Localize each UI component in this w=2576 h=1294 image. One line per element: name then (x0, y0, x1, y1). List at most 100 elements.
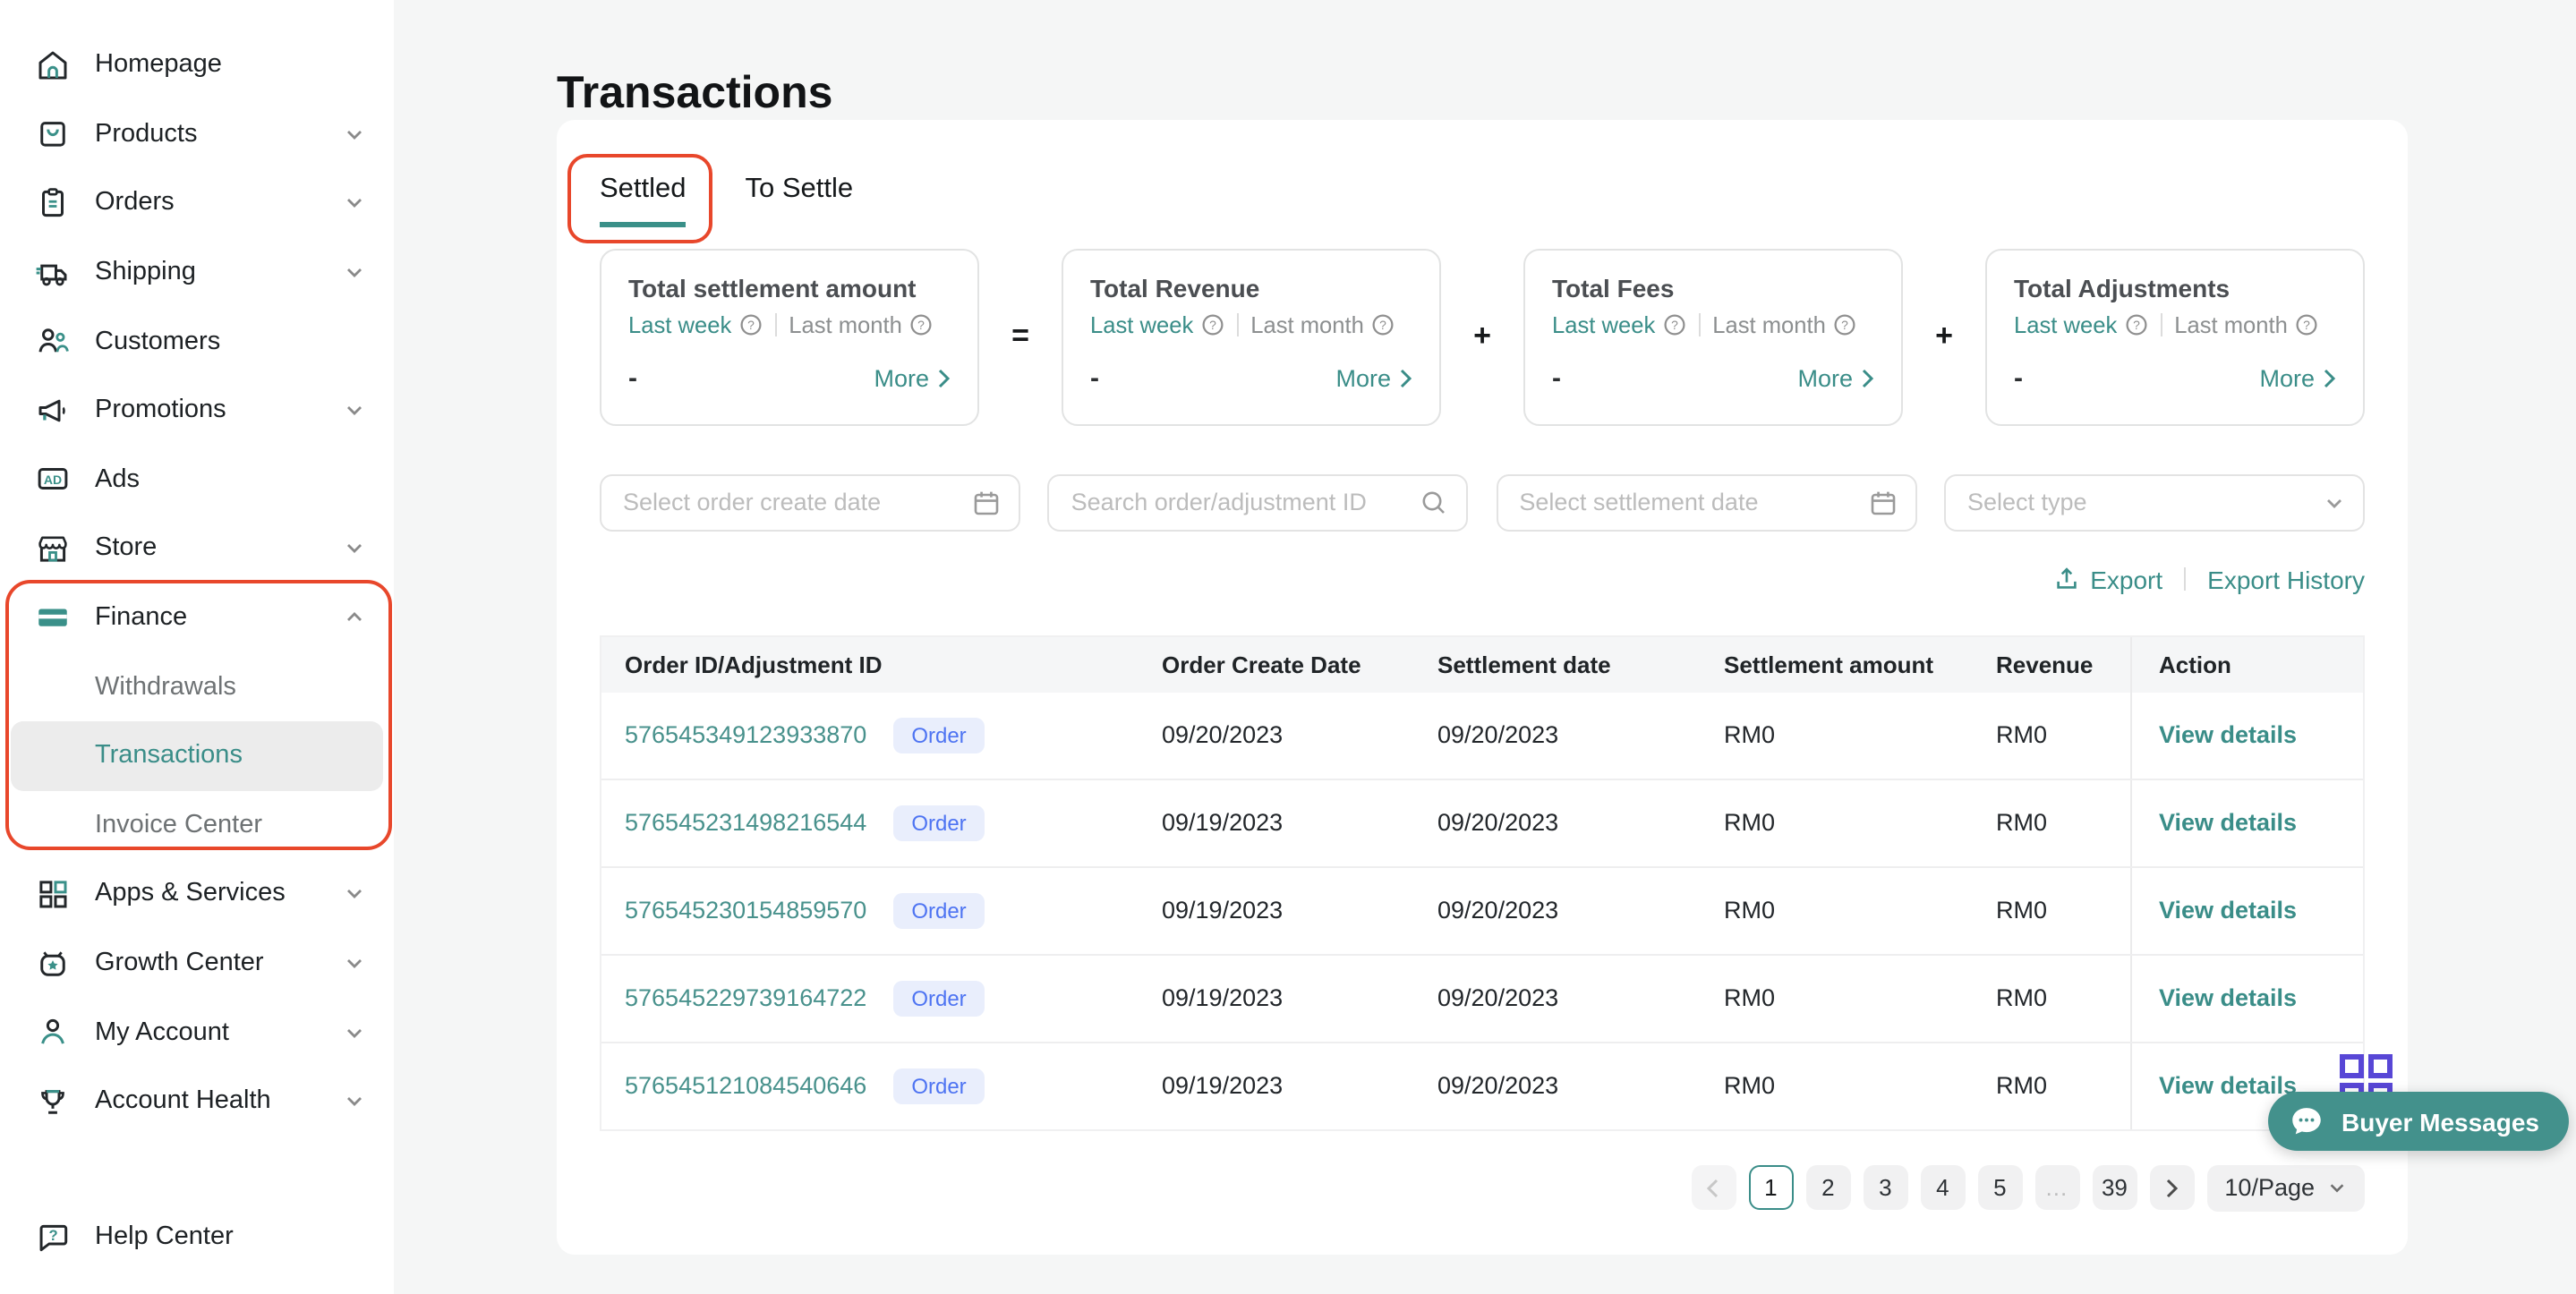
sidebar-item-label: Account Health (95, 1086, 271, 1116)
more-link[interactable]: More (1335, 365, 1412, 392)
sidebar-item-invoice-center[interactable]: Invoice Center (11, 790, 383, 859)
home-icon (32, 46, 72, 85)
last-month-link[interactable]: Last month (1712, 311, 1826, 338)
sidebar-item-promotions[interactable]: Promotions (0, 376, 394, 445)
last-week-link[interactable]: Last week (1090, 311, 1194, 338)
order-create-date-picker[interactable]: Select order create date (600, 473, 1020, 531)
page-button-4[interactable]: 4 (1920, 1165, 1966, 1210)
help-icon[interactable]: ? (909, 313, 933, 336)
export-history-link[interactable]: Export History (2207, 565, 2365, 593)
page-button-39[interactable]: 39 (2092, 1165, 2137, 1210)
order-create-date: 09/19/2023 (1162, 809, 1284, 836)
prev-page-button[interactable] (1691, 1165, 1736, 1210)
sidebar-item-account-health[interactable]: Account Health (0, 1067, 394, 1136)
last-month-link[interactable]: Last month (1250, 311, 1364, 338)
products-icon (32, 115, 72, 154)
sidebar-item-homepage[interactable]: Homepage (0, 30, 394, 99)
sidebar-item-apps-services[interactable]: Apps & Services (0, 859, 394, 928)
next-page-button[interactable] (2149, 1165, 2195, 1210)
sidebar-item-help-center[interactable]: ? Help Center (0, 1203, 394, 1272)
more-link[interactable]: More (2259, 365, 2336, 392)
tab-settled[interactable]: Settled (600, 174, 687, 227)
sidebar-item-growth-center[interactable]: Growth Center (0, 928, 394, 997)
sidebar-item-my-account[interactable]: My Account (0, 998, 394, 1067)
last-week-link[interactable]: Last week (628, 311, 732, 338)
export-button[interactable]: Export (2052, 565, 2162, 593)
order-id-link[interactable]: 576545229739164722 (625, 984, 867, 1011)
chevron-up-icon (344, 607, 365, 628)
sidebar-item-customers[interactable]: Customers (0, 307, 394, 376)
export-icon (2052, 566, 2079, 592)
view-details-link[interactable]: View details (2159, 1072, 2298, 1099)
order-id-link[interactable]: 576545121084540646 (625, 1072, 867, 1099)
chevron-down-icon (344, 538, 365, 559)
settlement-amount: RM0 (1724, 897, 1776, 924)
svg-text:?: ? (917, 318, 925, 332)
chevron-down-icon (344, 952, 365, 974)
more-link[interactable]: More (1797, 365, 1874, 392)
help-icon[interactable]: ? (2124, 313, 2147, 336)
settlement-amount: RM0 (1724, 721, 1776, 748)
revenue: RM0 (1996, 721, 2048, 748)
order-id-link[interactable]: 576545230154859570 (625, 897, 867, 924)
last-month-link[interactable]: Last month (789, 311, 902, 338)
order-id-link[interactable]: 576545231498216544 (625, 809, 867, 836)
page-button-3[interactable]: 3 (1863, 1165, 1908, 1210)
help-icon[interactable]: ? (1833, 313, 1856, 336)
buyer-messages-button[interactable]: Buyer Messages (2268, 1092, 2569, 1151)
calendar-icon (1868, 488, 1897, 516)
card-total-adjustments: Total Adjustments Last week ? Last month… (1985, 249, 2365, 425)
sidebar-item-label: Help Center (95, 1222, 234, 1252)
help-icon[interactable]: ? (738, 313, 762, 336)
svg-text:?: ? (47, 1227, 56, 1244)
settlement-amount: RM0 (1724, 809, 1776, 836)
sidebar-item-products[interactable]: Products (0, 99, 394, 168)
help-icon[interactable]: ? (1662, 313, 1685, 336)
svg-text:?: ? (2303, 318, 2310, 332)
card-value: - (1552, 363, 1561, 394)
help-icon[interactable]: ? (1200, 313, 1224, 336)
sidebar-item-transactions[interactable]: Transactions (11, 720, 383, 791)
type-select[interactable]: Select type (1943, 473, 2365, 531)
chat-bubble-icon (2288, 1102, 2325, 1140)
search-order-adjustment-id-input[interactable]: Search order/adjustment ID (1047, 473, 1469, 531)
view-details-link[interactable]: View details (2159, 897, 2298, 924)
page-button-2[interactable]: 2 (1805, 1165, 1851, 1210)
card-value: - (2014, 363, 2023, 394)
help-icon[interactable]: ? (1371, 313, 1395, 336)
more-link[interactable]: More (874, 365, 951, 392)
sidebar-item-shipping[interactable]: Shipping (0, 238, 394, 307)
view-details-link[interactable]: View details (2159, 721, 2298, 748)
last-week-link[interactable]: Last week (2014, 311, 2118, 338)
sidebar-item-ads[interactable]: AD Ads (0, 445, 394, 514)
settlement-date-picker[interactable]: Select settlement date (1496, 473, 1917, 531)
last-month-link[interactable]: Last month (2174, 311, 2288, 338)
view-details-link[interactable]: View details (2159, 984, 2298, 1011)
divider (2184, 567, 2187, 591)
sidebar-item-orders[interactable]: Orders (0, 168, 394, 237)
sidebar-item-label: Withdrawals (95, 672, 236, 702)
page-title: Transactions (557, 67, 833, 118)
growth-center-icon (32, 943, 72, 983)
tab-to-settle[interactable]: To Settle (745, 174, 854, 204)
sidebar-item-label: Growth Center (95, 949, 264, 978)
order-type-badge: Order (893, 892, 985, 928)
view-details-link[interactable]: View details (2159, 809, 2298, 836)
sidebar-item-store[interactable]: Store (0, 514, 394, 583)
help-icon[interactable]: ? (2295, 313, 2318, 336)
revenue: RM0 (1996, 809, 2048, 836)
sidebar-item-label: Finance (95, 603, 188, 633)
sidebar-item-label: Customers (95, 327, 221, 356)
page-button-1[interactable]: 1 (1748, 1165, 1794, 1210)
divider (2160, 313, 2162, 336)
page-size-select[interactable]: 10/Page (2206, 1164, 2365, 1211)
divider (774, 313, 777, 336)
more-pages-button[interactable]: … (2034, 1165, 2080, 1210)
sidebar-item-withdrawals[interactable]: Withdrawals (11, 652, 383, 721)
last-week-link[interactable]: Last week (1552, 311, 1656, 338)
page-button-5[interactable]: 5 (1977, 1165, 2023, 1210)
card-total-settlement-amount: Total settlement amount Last week ? Last… (600, 249, 979, 425)
svg-text:?: ? (1208, 318, 1215, 332)
sidebar-item-finance[interactable]: Finance (0, 583, 394, 652)
order-id-link[interactable]: 576545349123933870 (625, 721, 867, 748)
